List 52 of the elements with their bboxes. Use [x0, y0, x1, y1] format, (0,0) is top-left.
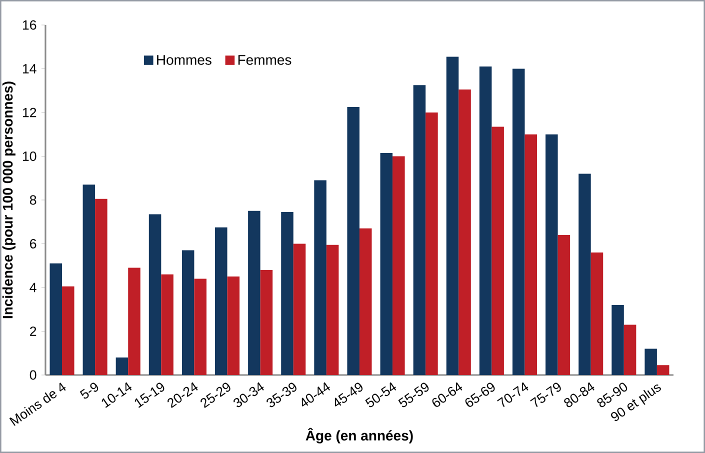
bar [413, 85, 426, 375]
x-axis-title: Âge (en années) [306, 428, 413, 444]
bar [624, 324, 636, 375]
bar [612, 305, 624, 375]
bar [359, 228, 372, 375]
bar [182, 250, 194, 375]
bar [546, 134, 558, 375]
bar [227, 276, 240, 375]
bar [426, 112, 438, 375]
y-tick-label: 12 [22, 108, 36, 118]
bar [82, 184, 96, 375]
bar [128, 268, 140, 375]
y-tick-label: 6 [30, 239, 36, 248]
y-tick-label: 14 [22, 64, 36, 74]
bar [479, 66, 492, 375]
y-tick-label: 16 [22, 20, 36, 30]
bar [380, 152, 393, 375]
bar [293, 244, 306, 375]
bar [116, 358, 128, 375]
bar [524, 134, 538, 375]
legend-label: Femmes [238, 55, 292, 65]
bar [578, 174, 591, 375]
bar [161, 274, 174, 375]
bar [644, 348, 657, 375]
y-tick-label: 4 [30, 282, 36, 292]
bar [656, 365, 670, 375]
y-axis-title: Incidence (pour 100 000 personnes) [2, 82, 16, 318]
bar [248, 210, 260, 375]
bar [446, 56, 459, 375]
y-tick-label: 10 [22, 152, 36, 161]
bar [215, 227, 228, 375]
y-tick-label: 0 [30, 370, 36, 380]
bar [512, 68, 525, 375]
bar [458, 90, 471, 375]
bar [314, 180, 326, 375]
bar [326, 244, 339, 375]
bar [392, 156, 405, 375]
bar [590, 252, 604, 375]
bar [492, 126, 504, 375]
bar [194, 278, 206, 375]
bar [558, 235, 570, 375]
legend-label: Hommes [157, 55, 212, 65]
x-tick-label: 5-9 [80, 382, 98, 399]
bar [281, 212, 294, 375]
bar [50, 263, 62, 375]
bar [347, 107, 360, 375]
bar [62, 286, 74, 375]
y-tick-label: 2 [30, 326, 36, 336]
bar [260, 270, 273, 375]
y-tick-label: 8 [30, 195, 36, 205]
bar [95, 198, 108, 375]
bar [148, 214, 162, 375]
